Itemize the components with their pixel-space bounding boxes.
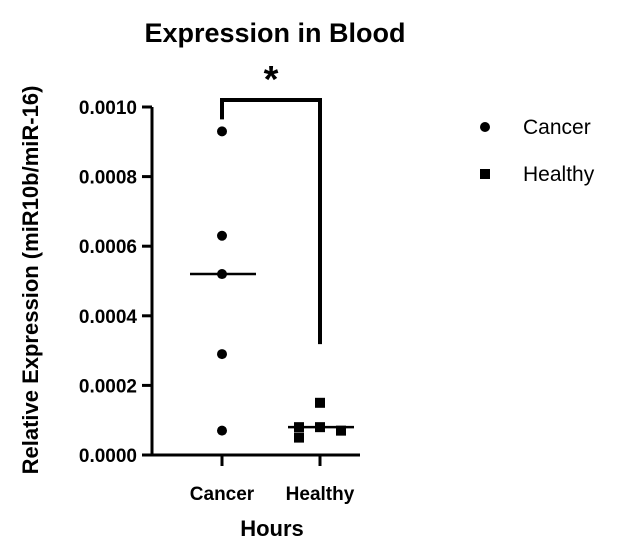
y-tick-label: 0.0000 <box>79 446 137 467</box>
cancer-point <box>217 126 227 137</box>
y-tick-label: 0.0006 <box>79 237 137 258</box>
healthy-point <box>315 397 325 408</box>
cancer-point <box>217 230 227 241</box>
y-tick-label: 0.0002 <box>79 376 137 397</box>
x-axis-label: Hours <box>240 516 304 541</box>
significance-line <box>220 98 322 345</box>
healthy-point <box>294 432 304 443</box>
axes <box>150 107 360 457</box>
y-tick-label: 0.0010 <box>79 98 137 119</box>
y-tick-label: 0.0008 <box>79 168 137 189</box>
x-tick-label: Healthy <box>286 484 355 505</box>
median-lines <box>190 272 354 429</box>
legend: Cancer Healthy <box>480 116 595 186</box>
cancer-point <box>217 349 227 360</box>
x-tick-label: Cancer <box>190 484 255 505</box>
data-points <box>217 126 346 443</box>
y-ticks: 0.0000 0.0002 0.0004 0.0006 0.0008 0.0010 <box>79 98 152 467</box>
significance-bracket: * <box>220 59 322 345</box>
y-axis-label: Relative Expression (miR10b/miR-16) <box>18 86 43 475</box>
cancer-point <box>217 425 227 436</box>
chart-title: Expression in Blood <box>144 18 405 48</box>
healthy-point <box>336 425 346 436</box>
significance-label: * <box>264 59 279 101</box>
legend-marker-healthy <box>480 169 490 179</box>
legend-marker-cancer <box>480 122 490 132</box>
legend-label: Cancer <box>523 116 591 139</box>
legend-label: Healthy <box>523 163 595 186</box>
x-ticks: Cancer Healthy <box>190 455 355 505</box>
y-tick-label: 0.0004 <box>79 307 138 328</box>
